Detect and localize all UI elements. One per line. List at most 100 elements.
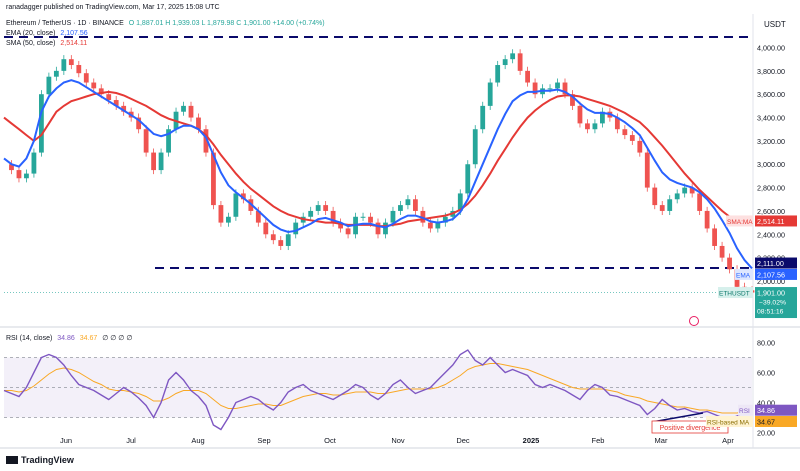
rsi-legend-label: RSI (14, close) <box>6 335 53 342</box>
candle-body <box>323 205 329 211</box>
symbol-title: Ethereum / TetherUS · 1D · BINANCE <box>6 20 124 27</box>
candle-body <box>240 193 246 200</box>
candle-body <box>226 216 231 223</box>
candle-body <box>53 70 59 77</box>
eth-label-tag-text: ETHUSDT <box>719 291 750 298</box>
price-tick-label-2: 3,600.00 <box>757 90 785 99</box>
candle-body <box>308 210 314 217</box>
rsi-value-tag <box>755 404 797 416</box>
candle-body <box>502 59 508 66</box>
candle-body <box>106 94 112 101</box>
sma-label-tag <box>726 215 753 227</box>
ema-legend-value: 2,107.56 <box>60 30 88 37</box>
candle-body <box>682 187 688 194</box>
candle-body <box>98 88 104 95</box>
candle-body <box>704 210 710 229</box>
candle-body <box>570 94 575 106</box>
candle-body <box>383 222 388 235</box>
candle-body <box>338 222 343 229</box>
level-price-tag-value: 2,111.00 <box>757 259 784 268</box>
tradingview-logo[interactable]: TradingView <box>6 455 74 465</box>
eth-price-tag-change: −39.02% <box>759 300 786 307</box>
symbol-legend: Ethereum / TetherUS · 1D · BINANCE O 1,8… <box>6 20 328 27</box>
candle-body <box>525 70 530 83</box>
sma-price-tag-value: 2,514.11 <box>757 217 784 226</box>
price-tick-label-4: 3,200.00 <box>757 137 785 146</box>
rsi-ma-legend-value: 34.67 <box>79 335 98 342</box>
candle-body <box>68 59 74 66</box>
candle-body <box>360 216 366 218</box>
candle-body <box>667 199 673 211</box>
tradingview-brand: TradingView <box>21 455 74 465</box>
candle-body <box>136 117 142 130</box>
candle-body <box>61 59 67 71</box>
candle-body <box>76 65 82 74</box>
time-tick-label-6: Dec <box>456 436 470 445</box>
candle-body <box>600 111 605 124</box>
ema-20-line <box>3 79 753 270</box>
candle-body <box>9 164 14 171</box>
candle-body <box>562 82 568 95</box>
candle-body <box>614 117 620 130</box>
rsi-ma-label-tag-text: RSI-based MA <box>707 419 750 426</box>
candle-body <box>151 152 156 171</box>
ema-legend-label: EMA (20, close) <box>6 30 56 37</box>
candle-body <box>555 82 560 89</box>
candle-body <box>487 82 493 106</box>
price-tick-label-7: 2,600.00 <box>757 207 785 216</box>
candle-body <box>510 53 516 60</box>
candle-body <box>113 100 119 106</box>
candle-body <box>255 210 261 223</box>
rsi-legend-tail: ∅ ∅ ∅ ∅ <box>102 335 133 342</box>
candle-body <box>270 234 276 241</box>
candle-body <box>181 105 186 112</box>
time-tick-label-7: 2025 <box>523 436 540 445</box>
candle-body <box>91 82 97 89</box>
candle-body <box>637 140 643 153</box>
price-tick-label-6: 2,800.00 <box>757 184 785 193</box>
candle-body <box>263 222 269 235</box>
sma-price-tag <box>755 215 797 227</box>
currency-label: USDT <box>764 20 786 29</box>
sma-legend-value: 2,514.11 <box>60 40 88 47</box>
candle-body <box>652 187 658 206</box>
alert-icon <box>689 316 699 326</box>
rsi-tick-label-2: 40.00 <box>757 399 775 408</box>
candle-body <box>285 234 291 246</box>
candle-body <box>315 205 321 211</box>
candle-body <box>472 129 478 165</box>
candle-body <box>697 193 703 211</box>
time-tick-label-4: Oct <box>324 436 337 445</box>
rsi-line <box>3 349 753 431</box>
candle-body <box>435 222 441 229</box>
candle-body <box>368 216 373 223</box>
candle-body <box>39 94 44 153</box>
candle-body <box>375 222 381 235</box>
candle-body <box>413 199 418 211</box>
candle-body <box>480 105 486 130</box>
candle-body <box>405 199 411 206</box>
rsi-ma-value-tag <box>755 415 797 427</box>
candle-body <box>203 129 209 153</box>
candle-body <box>427 222 433 229</box>
candle-body <box>585 123 590 130</box>
candle-body <box>398 205 403 211</box>
candle-body <box>592 123 598 130</box>
ema-price-tag-value: 2,107.56 <box>757 270 785 279</box>
eth-price-tag-value: 1,901.00 <box>757 289 785 298</box>
candle-body <box>420 210 426 223</box>
rsi-ma-value-tag-text: 34.67 <box>757 417 775 426</box>
candle-body <box>233 193 239 217</box>
candle-body <box>121 105 127 112</box>
candle-body <box>31 152 37 174</box>
candle-body <box>46 76 52 95</box>
tradingview-logo-icon <box>6 456 18 464</box>
candle-body <box>390 210 396 223</box>
candle-body <box>644 152 650 188</box>
candle-body <box>532 82 538 95</box>
candle-body <box>330 210 336 223</box>
price-tick-label-8: 2,400.00 <box>757 230 785 239</box>
candle-body <box>211 152 216 206</box>
sma-50-line <box>3 90 752 228</box>
